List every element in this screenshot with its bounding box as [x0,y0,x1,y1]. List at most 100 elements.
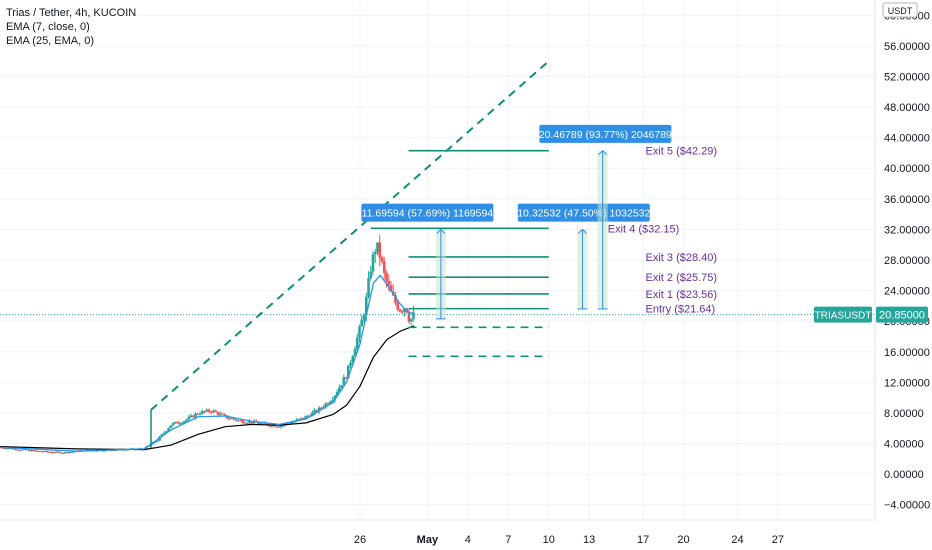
candle-body [57,451,60,453]
indicator-ema-fast[interactable]: EMA (7, close, 0) [6,21,90,33]
candle-body [164,431,168,433]
candle-body [394,295,397,304]
candles [0,234,415,455]
last-price-text: 20.85000 [879,310,925,322]
candle-body [335,392,339,396]
candle-body [371,254,375,272]
candle-body [25,449,29,451]
candle-body [407,312,411,322]
candle-body [218,413,222,415]
x-tick-label: 10 [543,534,555,546]
candle-body [373,251,377,255]
measure-callout [361,203,494,222]
measure-arrowhead [578,228,587,234]
level-label: Exit 5 ($42.29) [646,146,718,158]
candle-body [378,242,382,258]
y-tick-label: 0.00000 [884,469,924,481]
level-label: Exit 2 ($25.75) [646,272,718,284]
candle-body [32,450,36,452]
candle-body [396,303,400,310]
candle-body [317,407,321,412]
candle-body [52,452,56,454]
candle-body [198,413,202,415]
candle-body [209,411,213,413]
candle-body [259,423,262,425]
x-tick-label: 26 [354,534,366,546]
candle-body [245,422,249,424]
y-tick-label: 8.00000 [884,408,924,420]
candle-body [23,449,27,451]
x-tick-label: 4 [465,534,471,546]
candle-body [7,448,11,450]
candle-body [203,411,206,413]
candle-body [326,403,330,405]
candle-body [355,337,359,349]
candle-body [45,451,49,453]
candle-body [176,422,179,424]
y-tick-label: 28.00000 [884,255,930,267]
candle-body [275,426,278,428]
candle-body [196,413,200,415]
candle-body [30,450,33,452]
candle-body [234,419,238,421]
currency-box [882,2,918,18]
x-tick-label: May [417,534,439,546]
y-tick-label: 4.00000 [884,439,924,451]
candle-body [48,451,51,453]
y-tick-label: 16.00000 [884,347,930,359]
candle-body [346,365,350,379]
x-tick-label: 7 [505,534,511,546]
candle-body [385,272,388,281]
candle-body [72,451,76,453]
candle-body [230,418,233,420]
last-price-tag [876,306,928,323]
level-label: Exit 3 ($28.40) [646,252,718,264]
candle-body [250,421,253,424]
candle-body [205,409,209,412]
candle-body [153,441,157,443]
candle-body [14,448,18,450]
candle-body [277,426,280,428]
candle-body [342,377,346,386]
candle-body [403,308,406,312]
trend-line [150,60,550,411]
measure-callout-text: 11.69594 (57.69%) 1169594 [362,208,494,220]
candle-body [223,414,227,416]
candle-body [173,422,177,424]
candle-body [248,421,251,423]
candle-body [331,400,334,402]
x-tick-label: 17 [637,534,649,546]
candle-body [232,418,235,420]
y-tick-label: 44.00000 [884,133,930,145]
candle-body [182,421,186,423]
candle-body [187,416,191,420]
candle-body [340,385,343,388]
candle-body [162,432,166,435]
measure-callout-text: 20.46789 (93.77%) 2046789 [539,129,672,141]
x-tick-label: 24 [731,534,743,546]
level-label: Exit 1 ($23.56) [646,289,718,301]
candle-body [68,452,71,454]
candle-body [39,451,42,453]
measure-callout-text: 10.32532 (47.50%) 1032532 [517,208,650,220]
candle-body [313,410,316,413]
candle-body [41,451,44,453]
candle-body [351,356,355,363]
indicator-ema-slow[interactable]: EMA (25, EMA, 0) [6,35,95,47]
y-tick-label: 36.00000 [884,194,930,206]
candle-body [320,407,323,409]
candle-body [268,425,271,427]
candle-body [167,428,170,432]
candle-body [353,348,357,357]
chart-title[interactable]: Trias / Tether, 4h, KUCOIN [6,7,137,19]
candle-body [306,415,310,417]
candle-body [344,377,348,379]
candle-body [61,453,65,455]
candle-body [70,451,74,453]
currency-label: USDT [888,6,913,16]
candle-body [12,448,15,450]
candle-body [243,422,247,424]
candle-body [102,450,105,452]
